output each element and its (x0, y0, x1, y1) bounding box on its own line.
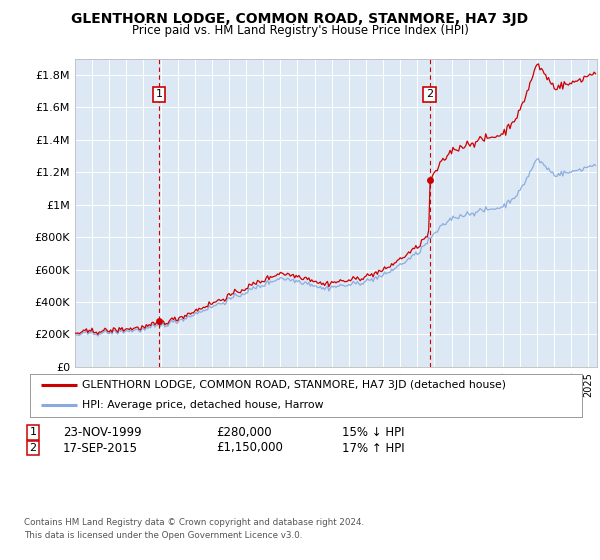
Text: HPI: Average price, detached house, Harrow: HPI: Average price, detached house, Harr… (82, 400, 324, 410)
Text: 2: 2 (29, 443, 37, 453)
Text: 15% ↓ HPI: 15% ↓ HPI (342, 426, 404, 439)
Text: £1,150,000: £1,150,000 (216, 441, 283, 455)
Text: £280,000: £280,000 (216, 426, 272, 439)
Text: Contains HM Land Registry data © Crown copyright and database right 2024.
This d: Contains HM Land Registry data © Crown c… (24, 518, 364, 539)
Text: 17% ↑ HPI: 17% ↑ HPI (342, 441, 404, 455)
Text: Price paid vs. HM Land Registry's House Price Index (HPI): Price paid vs. HM Land Registry's House … (131, 24, 469, 36)
Text: 1: 1 (155, 90, 163, 100)
Text: 2: 2 (426, 90, 433, 100)
Text: GLENTHORN LODGE, COMMON ROAD, STANMORE, HA7 3JD: GLENTHORN LODGE, COMMON ROAD, STANMORE, … (71, 12, 529, 26)
Text: GLENTHORN LODGE, COMMON ROAD, STANMORE, HA7 3JD (detached house): GLENTHORN LODGE, COMMON ROAD, STANMORE, … (82, 380, 506, 390)
Text: 17-SEP-2015: 17-SEP-2015 (63, 441, 138, 455)
Text: 1: 1 (29, 427, 37, 437)
Text: 23-NOV-1999: 23-NOV-1999 (63, 426, 142, 439)
